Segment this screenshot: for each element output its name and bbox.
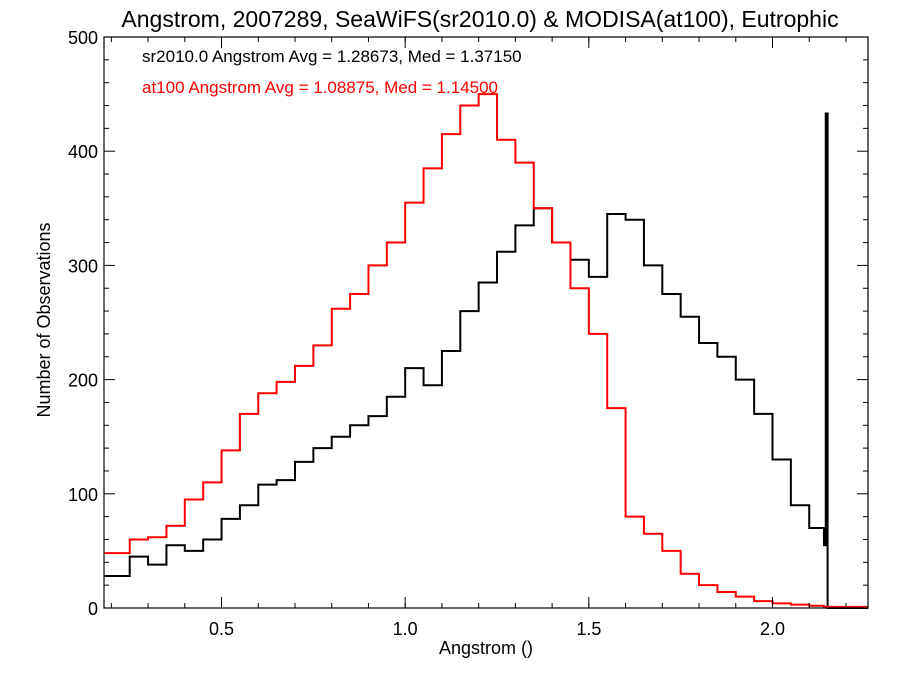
x-tick-label-0: 0.5 [209, 619, 234, 639]
axes: 0.5 1.0 1.5 2.0 0 100 200 300 400 500 [68, 28, 869, 639]
y-tick-label-0: 0 [88, 599, 98, 619]
chart-title: Angstrom, 2007289, SeaWiFS(sr2010.0) & M… [121, 6, 838, 32]
y-tick-label-4: 400 [68, 142, 98, 162]
series-line-0 [104, 112, 868, 609]
series-line-1 [104, 93, 868, 608]
axes-frame [103, 36, 869, 609]
x-tick-label-3: 2.0 [760, 619, 785, 639]
annotation-at100: at100 Angstrom Avg = 1.08875, Med = 1.14… [142, 78, 498, 97]
y-tick-label-2: 200 [68, 371, 98, 391]
x-tick-label-2: 1.5 [576, 619, 601, 639]
series-layer [104, 93, 868, 609]
x-tick-label-1: 1.0 [393, 619, 418, 639]
y-tick-label-3: 300 [68, 256, 98, 276]
y-tick-label-1: 100 [68, 485, 98, 505]
y-axis-label: Number of Observations [34, 222, 54, 417]
y-tick-label-5: 500 [68, 28, 98, 48]
x-axis-label: Angstrom () [439, 638, 533, 658]
annotation-sr2010: sr2010.0 Angstrom Avg = 1.28673, Med = 1… [142, 47, 522, 66]
